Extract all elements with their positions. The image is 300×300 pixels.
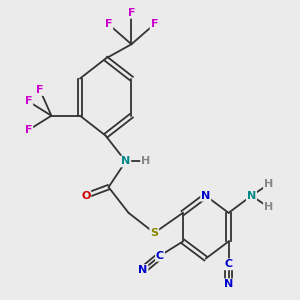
Text: N: N bbox=[121, 156, 130, 167]
Text: S: S bbox=[150, 228, 158, 238]
Text: N: N bbox=[138, 265, 148, 275]
Text: F: F bbox=[105, 19, 112, 29]
Text: N: N bbox=[224, 279, 233, 289]
Text: C: C bbox=[224, 259, 233, 269]
Text: F: F bbox=[128, 8, 135, 18]
Text: F: F bbox=[151, 19, 158, 29]
Text: O: O bbox=[81, 191, 90, 201]
Text: H: H bbox=[264, 179, 273, 189]
Text: F: F bbox=[36, 85, 44, 95]
Text: H: H bbox=[264, 202, 273, 212]
Text: C: C bbox=[156, 251, 164, 261]
Text: F: F bbox=[25, 125, 32, 135]
Text: F: F bbox=[25, 96, 32, 106]
Text: N: N bbox=[247, 191, 256, 201]
Text: N: N bbox=[201, 191, 210, 201]
Text: H: H bbox=[141, 156, 150, 167]
